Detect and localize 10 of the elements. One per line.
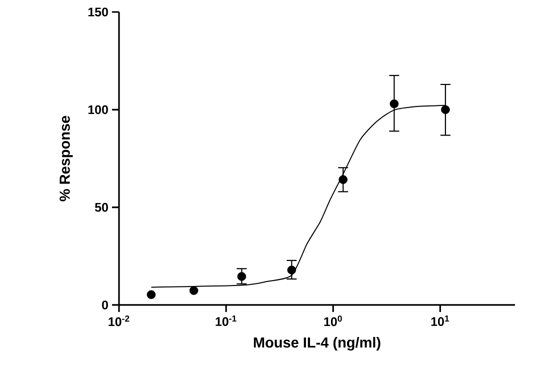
y-tick-label: 150 xyxy=(88,8,108,16)
x-tick-label: 10$^{0}$ xyxy=(324,316,342,326)
x-axis-title: Mouse IL-4 (ng/ml) xyxy=(254,336,380,351)
x-tick-label: 10$^{-2}$ xyxy=(108,316,130,326)
x-tick-label: 10$^{-1}$ xyxy=(216,316,236,326)
x-tick-label: 10$^{1}$ xyxy=(431,316,450,326)
y-tick-label: 100 xyxy=(88,105,108,114)
y-tick-label: 0 xyxy=(102,300,108,310)
y-tick-label: 50 xyxy=(94,202,108,212)
y-axis-title: % Response xyxy=(60,116,73,202)
